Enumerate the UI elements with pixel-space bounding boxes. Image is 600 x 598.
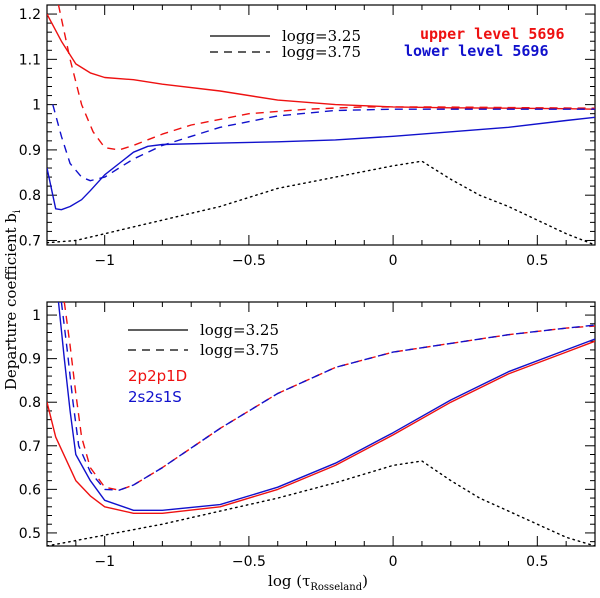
bottom-plot-frame: [46, 301, 596, 547]
y-tick-label: 0.6: [19, 482, 41, 498]
x-axis-title-sub: Rosseland: [310, 582, 362, 593]
bottom-legend-solid-label: logg=3.25: [200, 321, 279, 339]
top-ticks: [46, 4, 596, 245]
x-axis-title: log (τRosseland): [268, 572, 368, 593]
x-axis-title-suffix: ): [362, 572, 368, 590]
bottom-2s2s1s-label: 2s2s1S: [128, 388, 182, 406]
x-tick-label: 0: [389, 253, 398, 269]
y-tick-label: 0.9: [19, 143, 41, 159]
bottom-series-group: [47, 302, 595, 546]
y-tick-label: 1.1: [19, 52, 41, 68]
y-tick-label: 0.8: [19, 188, 41, 204]
series-line: [47, 340, 595, 514]
top-legend-dashed-label: logg=3.75: [282, 43, 361, 61]
series-line: [57, 5, 595, 151]
series-line: [47, 13, 595, 110]
y-tick-label: 0.7: [19, 439, 41, 455]
x-tick-label: −0.5: [232, 253, 266, 269]
y-tick-label: 1.2: [19, 7, 41, 23]
y-tick-label: 0.5: [19, 526, 41, 542]
series-line: [60, 302, 595, 491]
y-axis-title: Departure coefficient bi: [2, 210, 23, 390]
x-tick-label: −1: [94, 253, 115, 269]
series-line: [52, 104, 595, 182]
x-axis-title-prefix: log (τ: [268, 572, 310, 590]
series-line: [47, 160, 595, 245]
top-plot-frame: [46, 4, 596, 246]
y-tick-label: 1: [32, 308, 41, 324]
y-axis-title-sub: i: [12, 210, 23, 213]
top-panel: −1 −0.5 0 0.5 0.7 0.8 0.9 1 1.1 1.2 logg=3.25 log…: [19, 4, 596, 269]
x-tick-label: 0.5: [526, 253, 548, 269]
top-lower-level-label: lower level 5696: [404, 42, 549, 60]
series-line: [57, 302, 595, 511]
bottom-tick-labels: −1 −0.5 0 0.5 0.5 0.6 0.7 0.8 0.9 1: [19, 308, 549, 570]
bottom-2p2p1d-label: 2p2p1D: [128, 367, 187, 385]
x-tick-label: 0: [389, 554, 398, 570]
top-series-group: [47, 5, 595, 245]
y-tick-label: 0.9: [19, 352, 41, 368]
series-line: [47, 116, 595, 211]
y-tick-label: 0.7: [19, 233, 41, 249]
x-tick-label: −0.5: [232, 554, 266, 570]
top-tick-labels: −1 −0.5 0 0.5 0.7 0.8 0.9 1 1.1 1.2: [19, 7, 549, 269]
y-tick-label: 1: [32, 98, 41, 114]
y-axis-title-main: Departure coefficient b: [2, 213, 20, 390]
top-upper-level-label: upper level 5696: [420, 25, 565, 43]
y-tick-label: 0.8: [19, 395, 41, 411]
bottom-legend-dashed-label: logg=3.75: [200, 341, 279, 359]
bottom-panel: −1 −0.5 0 0.5 0.5 0.6 0.7 0.8 0.9 1 logg=3.25 log…: [19, 301, 596, 570]
bottom-ticks: [46, 302, 596, 546]
top-legend-solid-label: logg=3.25: [282, 27, 361, 45]
series-line: [47, 460, 595, 546]
x-tick-label: 0.5: [526, 554, 548, 570]
x-tick-label: −1: [94, 554, 115, 570]
